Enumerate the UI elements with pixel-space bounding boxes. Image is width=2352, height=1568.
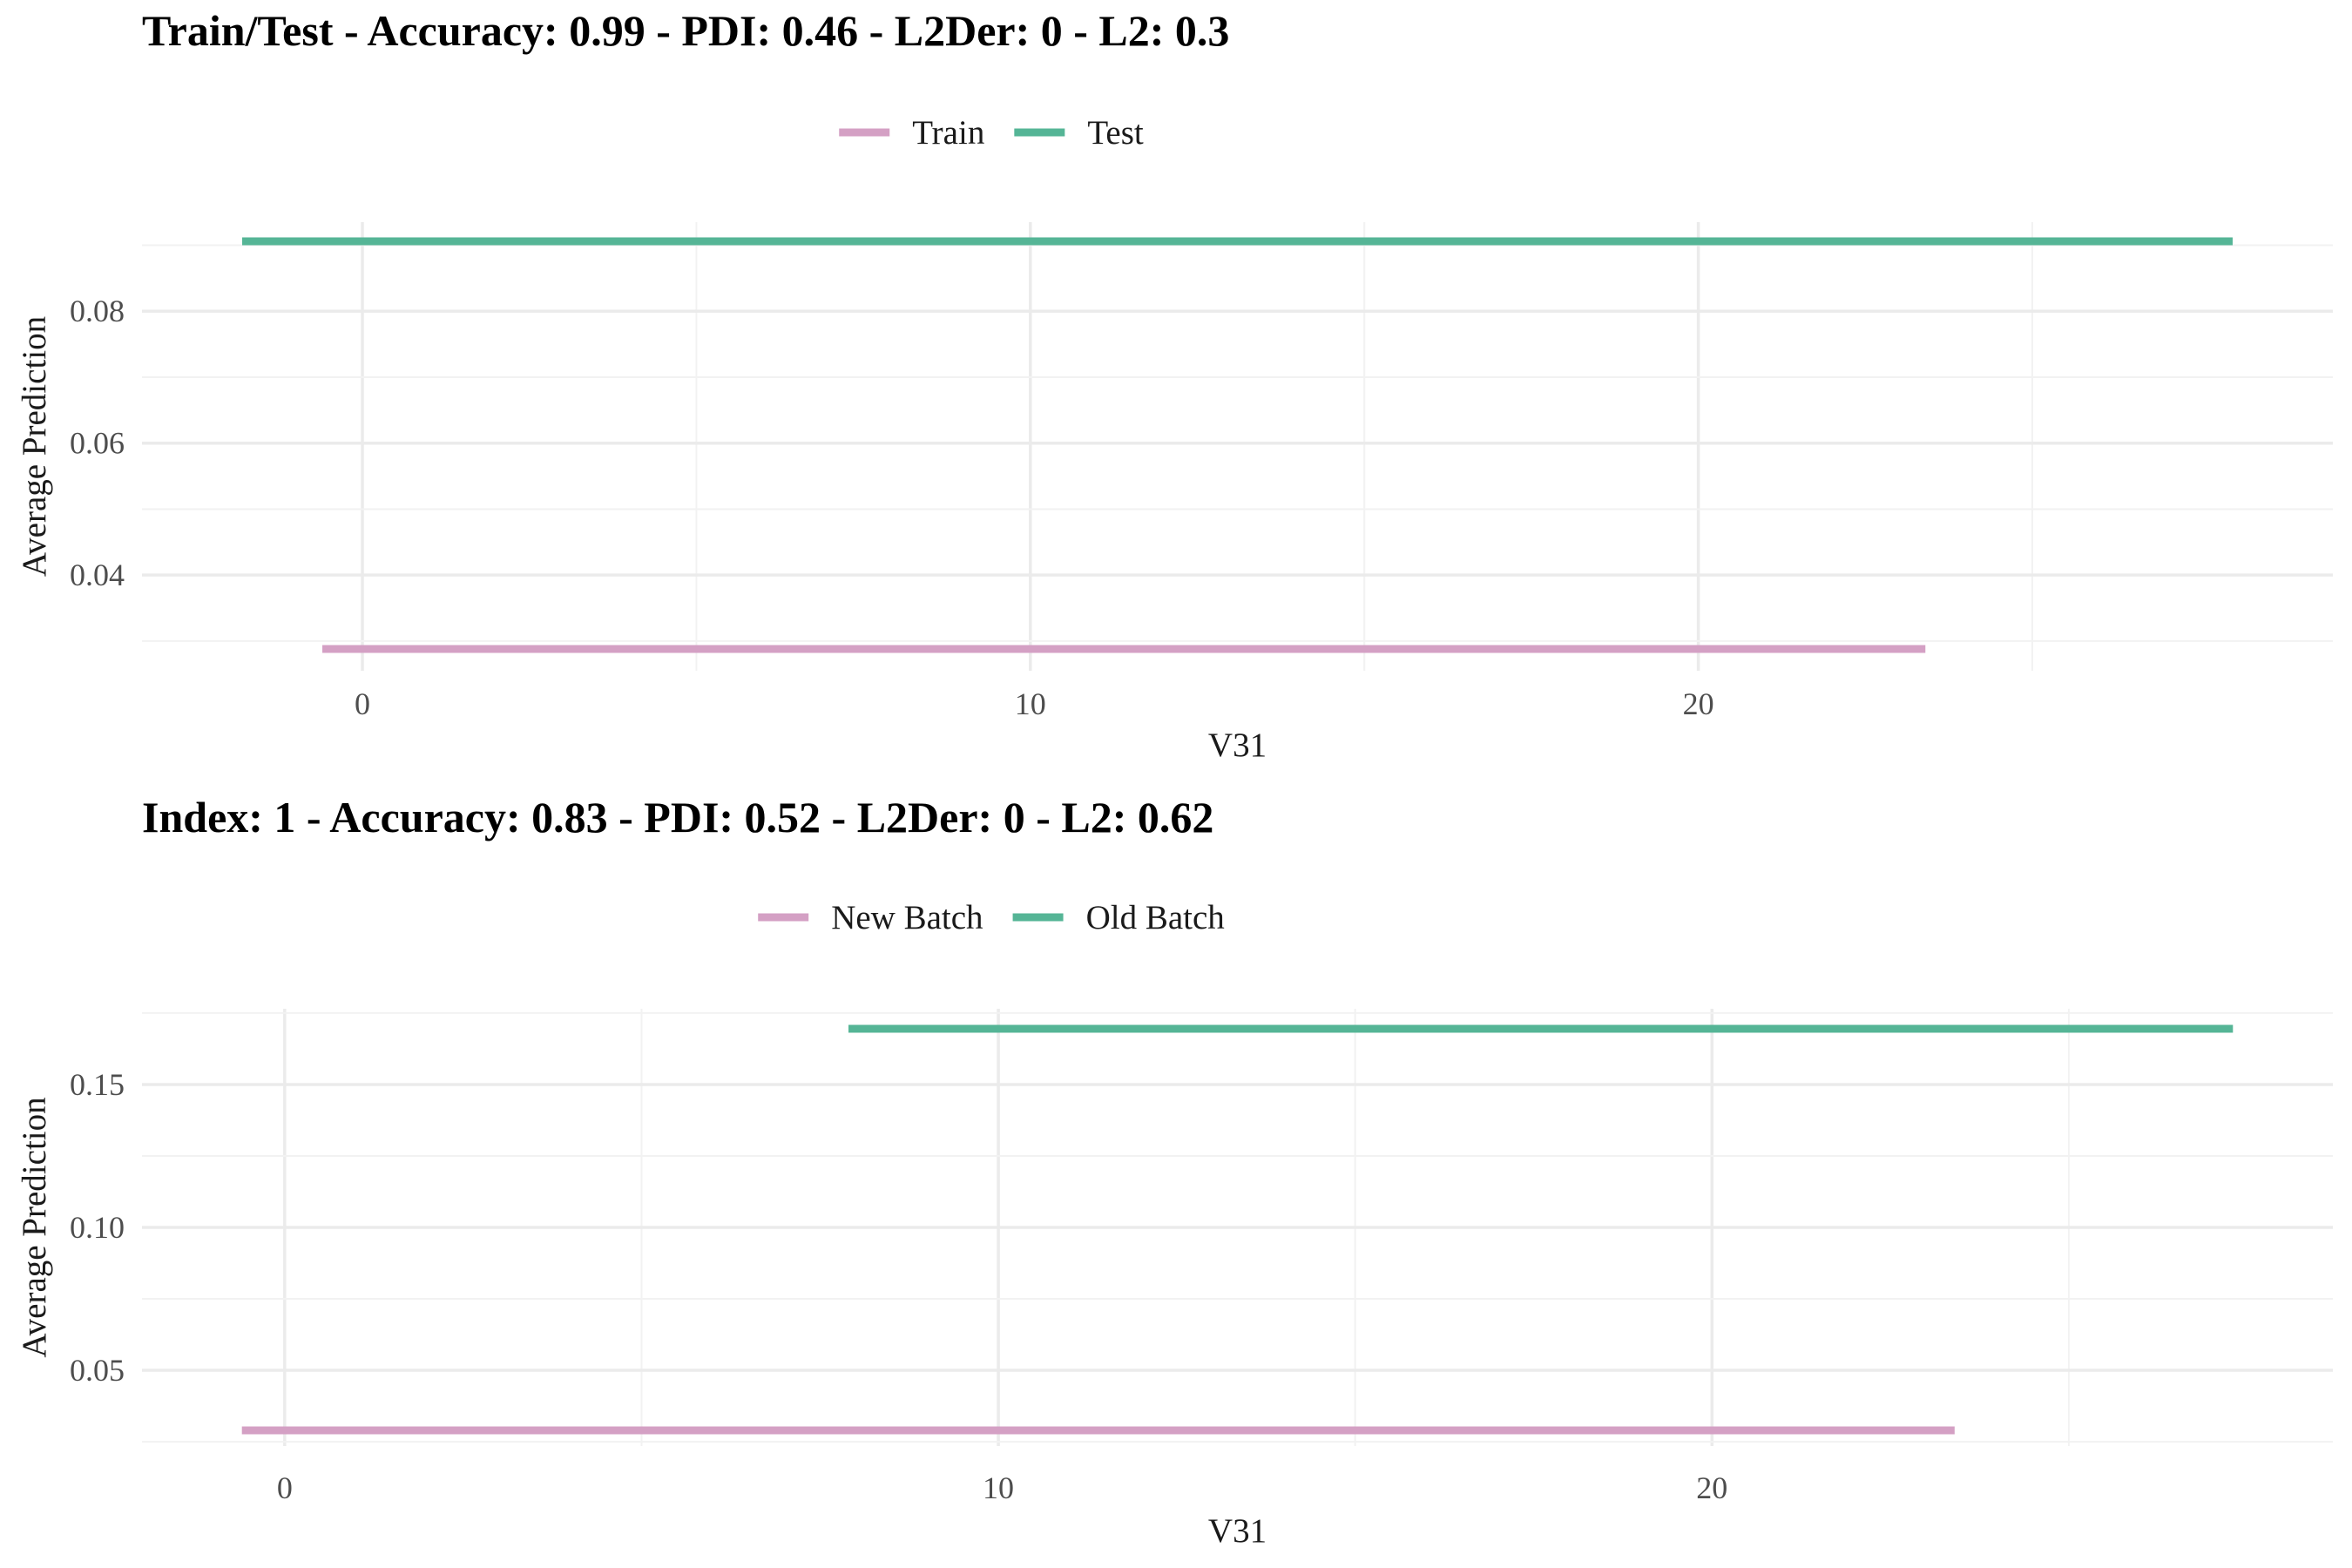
chart-panel-2: Index: 1 - Accuracy: 0.83 - PDI: 0.52 - …	[16, 793, 2333, 1550]
legend-label: Test	[1087, 114, 1144, 152]
legend-label: Old Batch	[1086, 899, 1225, 936]
x-tick-label: 0	[277, 1470, 293, 1505]
y-tick-label: 0.08	[70, 294, 125, 328]
x-axis-title: V31	[1208, 1512, 1267, 1550]
grid	[142, 222, 2333, 671]
x-tick-label: 20	[1696, 1470, 1727, 1505]
y-tick-label: 0.04	[70, 558, 125, 592]
y-tick-label: 0.05	[70, 1353, 125, 1388]
y-tick-label: 0.15	[70, 1067, 125, 1102]
chart-panel-1: Train/Test - Accuracy: 0.99 - PDI: 0.46 …	[16, 6, 2333, 764]
x-tick-label: 20	[1683, 686, 1714, 721]
chart-title: Train/Test - Accuracy: 0.99 - PDI: 0.46 …	[142, 6, 1229, 55]
legend: New Batch Old Batch	[758, 899, 1225, 936]
y-tick-label: 0.10	[70, 1210, 125, 1245]
legend: Train Test	[839, 114, 1144, 152]
x-tick-label: 10	[983, 1470, 1014, 1505]
y-tick-label: 0.06	[70, 426, 125, 461]
x-tick-label: 0	[355, 686, 370, 721]
legend-label: New Batch	[831, 899, 983, 936]
y-axis-title: Average Prediction	[16, 1097, 53, 1357]
chart-title: Index: 1 - Accuracy: 0.83 - PDI: 0.52 - …	[142, 793, 1213, 841]
x-tick-label: 10	[1015, 686, 1046, 721]
legend-label: Train	[912, 114, 984, 152]
x-axis-title: V31	[1208, 727, 1267, 764]
y-axis-title: Average Prediction	[16, 316, 53, 577]
grid	[142, 1009, 2333, 1446]
